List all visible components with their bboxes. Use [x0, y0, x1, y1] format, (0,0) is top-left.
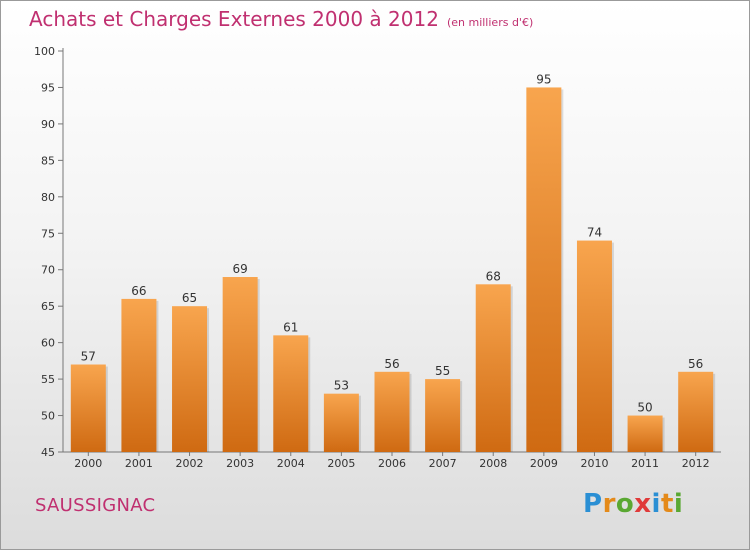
y-tick-label: 50 — [41, 410, 55, 423]
axes: 45 50 55 60 65 70 75 80 85 90 95 100 2000 2001 2002 200… — [34, 45, 721, 470]
x-tick-label: 2000 — [74, 457, 102, 470]
bar — [374, 371, 410, 452]
data-label: 74 — [587, 226, 602, 240]
bar — [425, 379, 461, 452]
y-tick-label: 55 — [41, 373, 55, 386]
y-tick-label: 85 — [41, 154, 55, 167]
bar — [678, 371, 714, 452]
bar — [323, 393, 359, 452]
x-tick-label: 2002 — [176, 457, 204, 470]
x-tick-label: 2012 — [682, 457, 710, 470]
x-tick-label: 2006 — [378, 457, 406, 470]
data-label: 50 — [637, 401, 652, 415]
bar — [121, 298, 157, 452]
y-tick-label: 100 — [34, 45, 55, 58]
x-tick-label: 2001 — [125, 457, 153, 470]
x-tick-label: 2007 — [429, 457, 457, 470]
bars: 57 66 65 69 61 53 56 55 68 95 74 50 56 — [70, 72, 716, 453]
y-tick-label: 70 — [41, 264, 55, 277]
y-tick-label: 65 — [41, 300, 55, 313]
y-tick-label: 45 — [41, 446, 55, 459]
data-label: 65 — [182, 291, 197, 305]
commune-name: SAUSSIGNAC — [35, 495, 156, 516]
logo-letter: x — [634, 489, 652, 519]
x-tick-label: 2004 — [277, 457, 305, 470]
data-label: 56 — [384, 357, 399, 371]
data-label: 53 — [334, 379, 349, 393]
title-unit: (en milliers d'€) — [446, 16, 534, 29]
bar — [526, 87, 562, 453]
x-tick-label: 2011 — [631, 457, 659, 470]
x-tick-label: 2008 — [479, 457, 507, 470]
y-tick-label: 75 — [41, 227, 55, 240]
y-tick-label: 80 — [41, 191, 55, 204]
data-label: 69 — [233, 262, 248, 276]
data-label: 66 — [131, 284, 146, 298]
y-tick-label: 90 — [41, 118, 55, 131]
x-tick-label: 2003 — [226, 457, 254, 470]
bar — [222, 277, 258, 452]
data-label: 57 — [81, 350, 96, 364]
data-label: 56 — [688, 357, 703, 371]
logo-letter: r — [602, 489, 616, 519]
logo-letter: P — [583, 489, 603, 519]
logo-letter: t — [660, 489, 674, 519]
data-label: 68 — [486, 269, 501, 283]
x-tick-label: 2010 — [580, 457, 608, 470]
x-tick-label: 2009 — [530, 457, 558, 470]
bar — [475, 284, 511, 452]
data-label: 55 — [435, 364, 450, 378]
title-text: Achats et Charges Externes 2000 à 2012 — [29, 7, 439, 31]
y-tick-label: 60 — [41, 337, 55, 350]
logo-letter: i — [673, 489, 684, 519]
logo-letter: i — [651, 489, 661, 519]
bar — [273, 335, 309, 452]
bar — [627, 415, 663, 452]
bar — [70, 364, 106, 452]
chart-title: Achats et Charges Externes 2000 à 2012 (e… — [29, 7, 533, 31]
data-label: 61 — [283, 320, 298, 334]
y-tick-label: 95 — [41, 81, 55, 94]
bar — [172, 306, 208, 452]
bar — [576, 240, 612, 452]
x-tick-label: 2005 — [327, 457, 355, 470]
data-label: 95 — [536, 72, 551, 86]
logo-letter: o — [615, 489, 635, 519]
proxiti-logo: Proxiti — [583, 489, 683, 519]
